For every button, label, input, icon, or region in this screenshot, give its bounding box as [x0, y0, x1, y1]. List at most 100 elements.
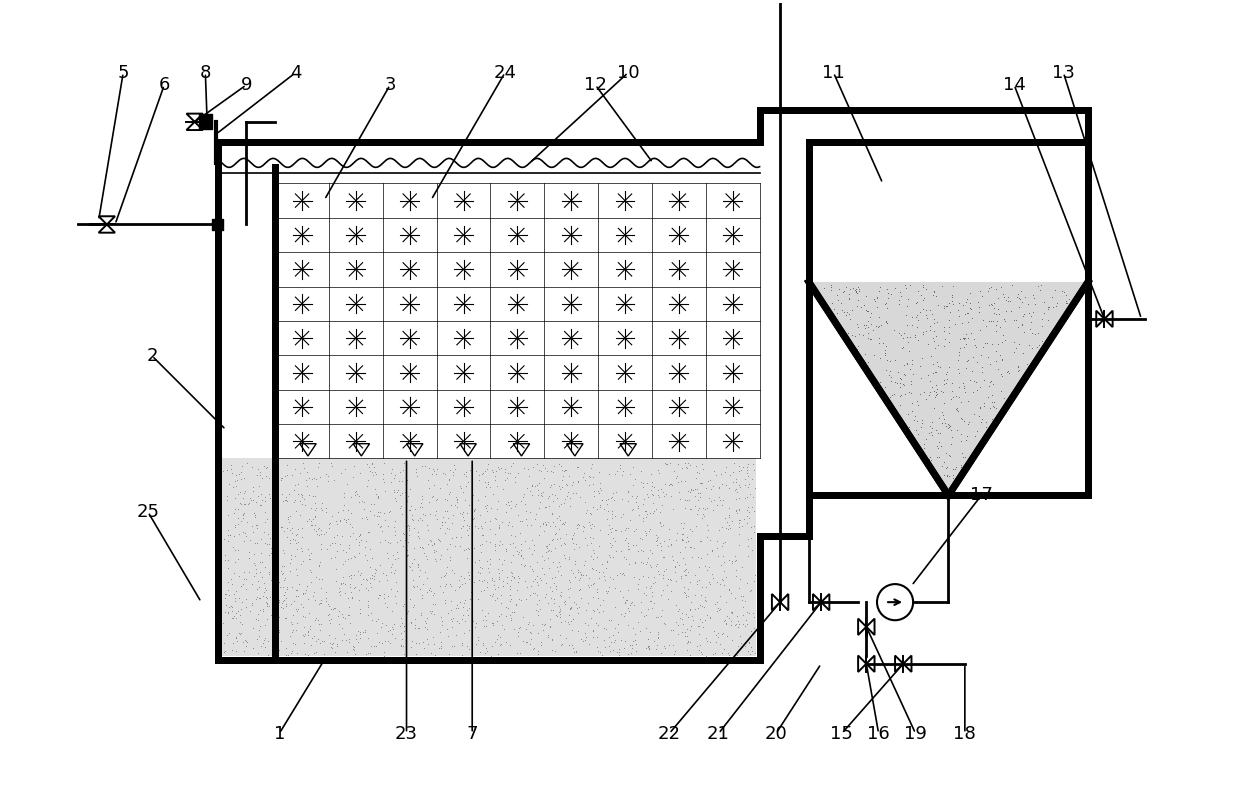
Point — [598, 587, 618, 600]
Point — [544, 460, 564, 472]
Point — [998, 395, 1018, 407]
Point — [412, 592, 432, 605]
Point — [584, 547, 604, 560]
Point — [727, 476, 746, 488]
Point — [739, 477, 759, 490]
Point — [296, 474, 316, 487]
Point — [218, 477, 238, 490]
Point — [634, 493, 653, 506]
Point — [335, 555, 355, 568]
Point — [665, 559, 684, 572]
Point — [678, 590, 698, 603]
Point — [263, 477, 283, 490]
Point — [305, 504, 325, 516]
Point — [1024, 291, 1044, 304]
Point — [587, 563, 606, 576]
Point — [418, 524, 438, 537]
Point — [237, 573, 257, 585]
Point — [436, 543, 456, 556]
Point — [253, 637, 273, 650]
Point — [923, 289, 942, 302]
Point — [839, 312, 859, 325]
Point — [919, 453, 939, 466]
Point — [340, 529, 360, 542]
Point — [404, 522, 424, 535]
Point — [508, 569, 528, 582]
Point — [981, 375, 1001, 387]
Point — [739, 636, 759, 649]
Point — [232, 515, 252, 528]
Point — [926, 451, 946, 464]
Point — [268, 469, 288, 482]
Point — [298, 579, 317, 592]
Point — [983, 395, 1003, 408]
Point — [689, 534, 709, 547]
Point — [249, 604, 269, 617]
Point — [286, 562, 306, 575]
Point — [681, 635, 701, 648]
Point — [353, 625, 373, 638]
Point — [391, 489, 410, 502]
Point — [742, 532, 761, 545]
Point — [694, 601, 714, 614]
Point — [869, 375, 889, 388]
Point — [291, 491, 311, 504]
Point — [234, 645, 254, 658]
Point — [435, 516, 455, 529]
Point — [688, 550, 708, 563]
Point — [672, 461, 692, 474]
Point — [662, 550, 682, 563]
Point — [914, 438, 934, 451]
Point — [675, 456, 694, 469]
Point — [556, 493, 575, 506]
Point — [387, 485, 407, 498]
Point — [298, 625, 317, 638]
Point — [513, 552, 533, 565]
Point — [928, 383, 947, 395]
Point — [263, 592, 283, 605]
Point — [441, 613, 461, 626]
Point — [642, 488, 662, 500]
Point — [715, 465, 735, 478]
Point — [913, 294, 932, 306]
Point — [489, 494, 508, 507]
Point — [250, 620, 270, 633]
Point — [218, 554, 238, 567]
Point — [574, 520, 594, 533]
Point — [376, 533, 396, 546]
Point — [435, 579, 455, 592]
Point — [453, 486, 472, 499]
Point — [548, 610, 568, 622]
Point — [248, 608, 268, 621]
Point — [569, 583, 589, 596]
Point — [486, 474, 506, 487]
Point — [501, 611, 521, 624]
Point — [867, 301, 887, 314]
Point — [557, 632, 577, 645]
Point — [708, 631, 728, 644]
Point — [319, 518, 339, 531]
Point — [321, 640, 341, 653]
Point — [982, 298, 1002, 311]
Point — [727, 644, 746, 657]
Point — [688, 602, 708, 614]
Point — [484, 487, 503, 500]
Point — [1012, 318, 1032, 330]
Point — [687, 574, 707, 587]
Point — [229, 615, 249, 628]
Point — [929, 435, 949, 448]
Point — [376, 619, 396, 632]
Point — [213, 464, 233, 477]
Point — [727, 610, 746, 622]
Point — [618, 537, 637, 549]
Point — [708, 549, 728, 562]
Point — [928, 298, 947, 311]
Point — [642, 589, 662, 602]
Point — [615, 534, 635, 547]
Point — [657, 579, 677, 592]
Point — [347, 488, 367, 500]
Point — [383, 472, 403, 484]
Point — [246, 519, 265, 532]
Point — [536, 500, 556, 513]
Point — [614, 569, 634, 581]
